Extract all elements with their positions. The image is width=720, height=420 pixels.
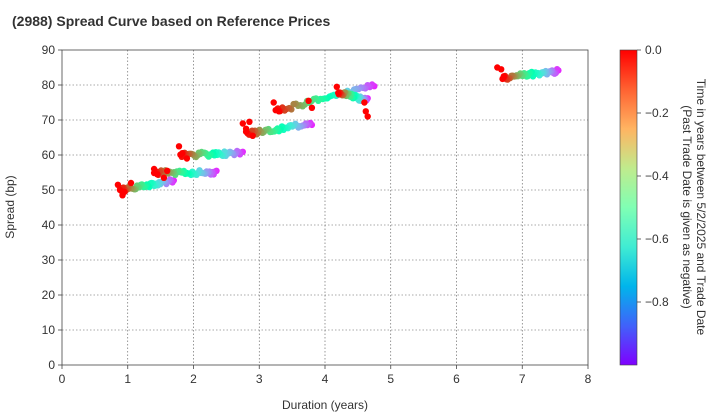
colorbar-label-line2: (Past Trade Date is given as negative) bbox=[680, 105, 694, 308]
data-point bbox=[160, 174, 168, 181]
colorbar-tick-label: −0.2 bbox=[645, 106, 669, 120]
data-point bbox=[175, 143, 183, 150]
data-point bbox=[335, 89, 342, 97]
chart-title: (2988) Spread Curve based on Reference P… bbox=[12, 13, 330, 29]
y-tick-label: 20 bbox=[42, 288, 56, 302]
colorbar-label-line1: Time in years between 5/2/2025 and Trade… bbox=[694, 79, 708, 336]
data-point bbox=[249, 132, 256, 139]
data-point bbox=[114, 181, 122, 188]
y-tick-label: 80 bbox=[42, 78, 56, 92]
colorbar-ticks: 0.0 −0.2 −0.4 −0.6 −0.8 bbox=[637, 43, 669, 309]
series-bond-6 bbox=[333, 83, 371, 120]
data-point bbox=[150, 165, 158, 173]
data-point bbox=[183, 155, 191, 162]
x-tick-label: 8 bbox=[585, 372, 592, 386]
data-point bbox=[333, 83, 340, 91]
x-tick-label: 3 bbox=[256, 372, 263, 386]
x-tick-label: 5 bbox=[387, 372, 394, 386]
x-tick-label: 4 bbox=[322, 372, 329, 386]
data-point bbox=[127, 179, 135, 187]
data-point bbox=[498, 66, 505, 73]
data-point bbox=[305, 97, 312, 105]
data-point bbox=[364, 113, 371, 120]
series-bond-1 bbox=[114, 176, 177, 199]
x-tick-label: 7 bbox=[519, 372, 526, 386]
data-point bbox=[361, 99, 368, 106]
colorbar-tick-label: −0.4 bbox=[645, 169, 669, 183]
y-tick-labels: 0 10 20 30 40 50 60 70 80 90 bbox=[42, 43, 62, 372]
colorbar-tick-label: −0.6 bbox=[645, 232, 669, 246]
data-point bbox=[500, 73, 507, 80]
x-axis-label: Duration (years) bbox=[282, 398, 368, 412]
colorbar-tick-label: −0.8 bbox=[645, 295, 669, 309]
y-tick-label: 30 bbox=[42, 253, 56, 267]
x-tick-label: 0 bbox=[59, 372, 66, 386]
y-tick-label: 90 bbox=[42, 43, 56, 57]
x-tick-labels: 0 1 2 3 4 5 6 7 8 bbox=[59, 365, 592, 386]
data-point bbox=[275, 108, 283, 115]
colorbar bbox=[619, 49, 638, 366]
x-tick-label: 6 bbox=[453, 372, 460, 386]
y-tick-label: 40 bbox=[42, 218, 56, 232]
data-point bbox=[270, 99, 277, 106]
data-points bbox=[114, 64, 562, 199]
y-tick-label: 60 bbox=[42, 148, 56, 162]
data-point bbox=[239, 120, 246, 127]
y-tick-label: 0 bbox=[48, 358, 55, 372]
data-point bbox=[242, 125, 250, 132]
data-point bbox=[290, 100, 297, 108]
series-bond-3 bbox=[175, 143, 246, 162]
data-point bbox=[308, 104, 316, 112]
y-tick-label: 10 bbox=[42, 323, 56, 337]
series-bond-7 bbox=[494, 64, 562, 83]
data-point bbox=[121, 188, 128, 195]
x-tick-label: 1 bbox=[124, 372, 131, 386]
series-bond-2 bbox=[150, 165, 220, 181]
data-point bbox=[246, 118, 253, 126]
y-tick-label: 50 bbox=[42, 183, 56, 197]
y-axis-label: Spread (bp) bbox=[3, 175, 17, 238]
series-bond-4 bbox=[239, 118, 316, 139]
data-point bbox=[154, 171, 161, 178]
data-point bbox=[362, 108, 369, 115]
y-tick-label: 70 bbox=[42, 113, 56, 127]
colorbar-tick-label: 0.0 bbox=[645, 43, 662, 57]
x-tick-label: 2 bbox=[190, 372, 197, 386]
data-point bbox=[164, 167, 171, 174]
data-point bbox=[179, 150, 186, 157]
